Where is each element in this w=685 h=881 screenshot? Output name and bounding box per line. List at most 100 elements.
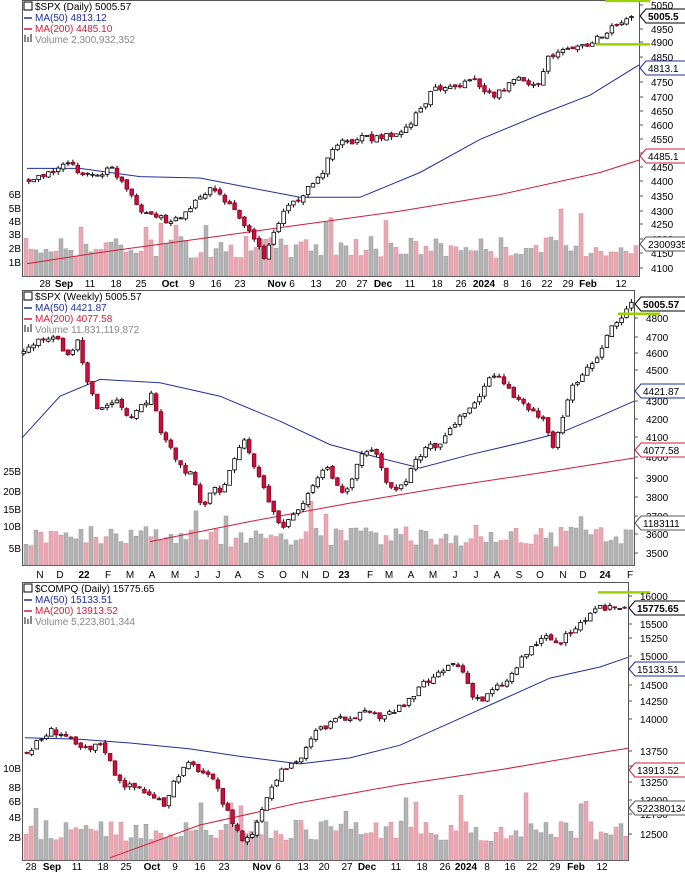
volume-bar [263, 538, 269, 566]
volume-bar [443, 533, 449, 566]
x-axis-label: Nov [268, 279, 287, 290]
volume-bar [438, 243, 444, 277]
x-axis-label: D [56, 570, 63, 581]
candle-body [411, 695, 417, 700]
volume-bar [593, 529, 599, 566]
volume-bars [23, 500, 634, 566]
volume-bar [103, 836, 109, 861]
volume-bar [493, 541, 499, 566]
volume-bar [333, 528, 339, 566]
candle-body [408, 468, 414, 483]
volume-bar [308, 839, 314, 861]
candle-body [442, 435, 448, 444]
candle-body [357, 711, 363, 721]
price-tick-label: 4300 [646, 397, 669, 408]
volume-bar [133, 252, 139, 277]
candle-body [441, 670, 446, 674]
candle-body [109, 166, 115, 169]
candle-body [340, 485, 345, 493]
x-axis-label: 20 [318, 862, 330, 873]
candle-body [215, 779, 221, 789]
price-tick-label: 14500 [640, 681, 668, 692]
volume-bar [58, 837, 64, 861]
candle-body [401, 704, 407, 708]
volume-bar [318, 535, 324, 566]
candle-body [261, 475, 267, 488]
candle-body [291, 200, 296, 206]
candle-body [354, 463, 360, 480]
volume-bar [163, 243, 169, 277]
volume-bar [538, 528, 544, 566]
volume-bar [118, 244, 124, 277]
candle-body [344, 488, 350, 493]
candle-body [269, 786, 274, 800]
volume-tick-label: 4B [9, 813, 22, 824]
candle-body [54, 729, 59, 736]
volume-bar [433, 238, 439, 277]
candle-body [70, 349, 75, 355]
volume-bar [93, 249, 99, 277]
candle-body [46, 338, 51, 342]
candle-body [524, 653, 529, 658]
volume-bar [68, 829, 74, 861]
volume-bar [138, 838, 144, 861]
candle-body [178, 217, 183, 220]
volume-bar [423, 245, 429, 277]
candle-body [183, 464, 188, 474]
candle-body [438, 85, 443, 91]
volume-bar [218, 829, 224, 861]
volume-bar [198, 802, 204, 861]
volume-bar [43, 820, 49, 861]
x-axis-label: M [385, 570, 393, 581]
volume-bar [78, 528, 84, 566]
volume-bar [543, 537, 549, 566]
volume-legend-icon [27, 327, 29, 332]
candle-body [237, 209, 242, 219]
ma200-tag-box [634, 442, 685, 458]
candle-body [541, 71, 546, 86]
candle-body [536, 410, 541, 418]
volume-bar [438, 839, 444, 861]
price-tick-label: 4800 [646, 314, 669, 325]
volume-bar [163, 837, 169, 861]
volume-bar [348, 527, 354, 566]
candle-body [599, 347, 605, 358]
candle-body [526, 80, 531, 85]
volume-bar [518, 542, 524, 566]
volume-bar [433, 544, 439, 566]
volume-bar [568, 831, 574, 861]
candle-body [622, 606, 627, 609]
candle-body [163, 432, 169, 441]
volume-bar [343, 245, 349, 277]
x-axis-label: N [559, 570, 566, 581]
volume-bar [623, 529, 629, 566]
candle-body [450, 663, 456, 665]
volume-bar [333, 830, 339, 861]
volume-bar [418, 254, 424, 277]
volume-bar [588, 253, 594, 277]
candle-body [487, 377, 492, 387]
volume-tick-label: 5B [9, 544, 22, 555]
volume-bar [123, 251, 129, 277]
volume-bar [353, 239, 359, 277]
volume-bar [528, 823, 534, 861]
candle-body [85, 362, 90, 383]
x-axis-label: A [235, 570, 242, 581]
candle-body [100, 174, 105, 177]
volume-bar [278, 834, 284, 861]
volume-bar [428, 832, 434, 861]
candle-body [595, 35, 600, 44]
candle-body [276, 510, 281, 524]
candle-body [548, 634, 554, 641]
candle-body [403, 126, 409, 133]
volume-bar [33, 807, 39, 861]
volume-bar [478, 536, 484, 566]
volume-bar [408, 237, 414, 277]
volume-bar [73, 255, 79, 277]
candle-body [129, 416, 134, 419]
volume-bar [303, 531, 309, 566]
volume-bar [618, 247, 624, 277]
volume-bar [343, 540, 349, 566]
volume-bar [528, 248, 534, 277]
candle-body [122, 780, 127, 788]
